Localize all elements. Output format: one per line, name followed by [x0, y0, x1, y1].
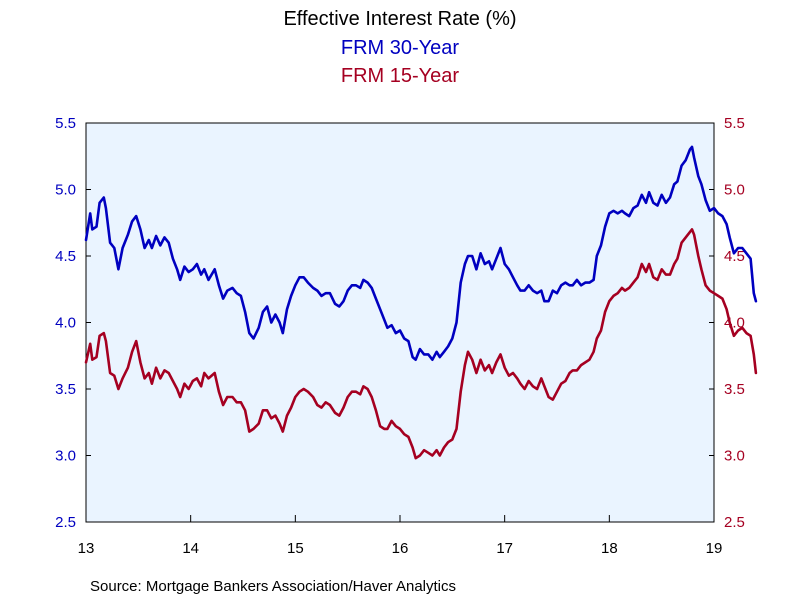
- plot-area: [85, 122, 715, 523]
- y-tick-label-right: 5.5: [724, 115, 745, 132]
- chart-header: Effective Interest Rate (%) FRM 30-Year …: [0, 4, 800, 90]
- y-tick-label-left: 4.0: [55, 315, 76, 332]
- x-tick-label: 17: [496, 540, 513, 557]
- x-tick-label: 16: [392, 540, 409, 557]
- y-tick-label-right: 3.0: [724, 448, 745, 465]
- legend-item-15yr: FRM 15-Year: [340, 65, 460, 87]
- x-tick-label: 18: [601, 540, 618, 557]
- y-tick-label-right: 3.5: [724, 381, 745, 398]
- y-tick-label-right: 2.5: [724, 514, 745, 531]
- chart-title: Effective Interest Rate (%): [283, 8, 517, 30]
- y-tick-label-left: 4.5: [55, 248, 76, 265]
- x-tick-label: 14: [182, 540, 199, 557]
- y-tick-label-left: 3.5: [55, 381, 76, 398]
- source-note: Source: Mortgage Bankers Association/Hav…: [90, 578, 457, 595]
- x-tick-label: 15: [287, 540, 304, 557]
- x-tick-label: 13: [78, 540, 95, 557]
- y-tick-label-right: 4.5: [724, 248, 745, 265]
- y-tick-label-right: 5.0: [724, 182, 745, 199]
- x-tick-label: 19: [706, 540, 723, 557]
- series-line-frm-15yr: [84, 228, 758, 460]
- series-line-frm-30yr: [84, 145, 758, 361]
- legend-item-30yr: FRM 30-Year: [340, 37, 460, 59]
- y-tick-label-left: 2.5: [55, 514, 76, 531]
- y-tick-label-left: 3.0: [55, 448, 76, 465]
- y-tick-label-left: 5.0: [55, 182, 76, 199]
- y-tick-label-left: 5.5: [55, 115, 76, 132]
